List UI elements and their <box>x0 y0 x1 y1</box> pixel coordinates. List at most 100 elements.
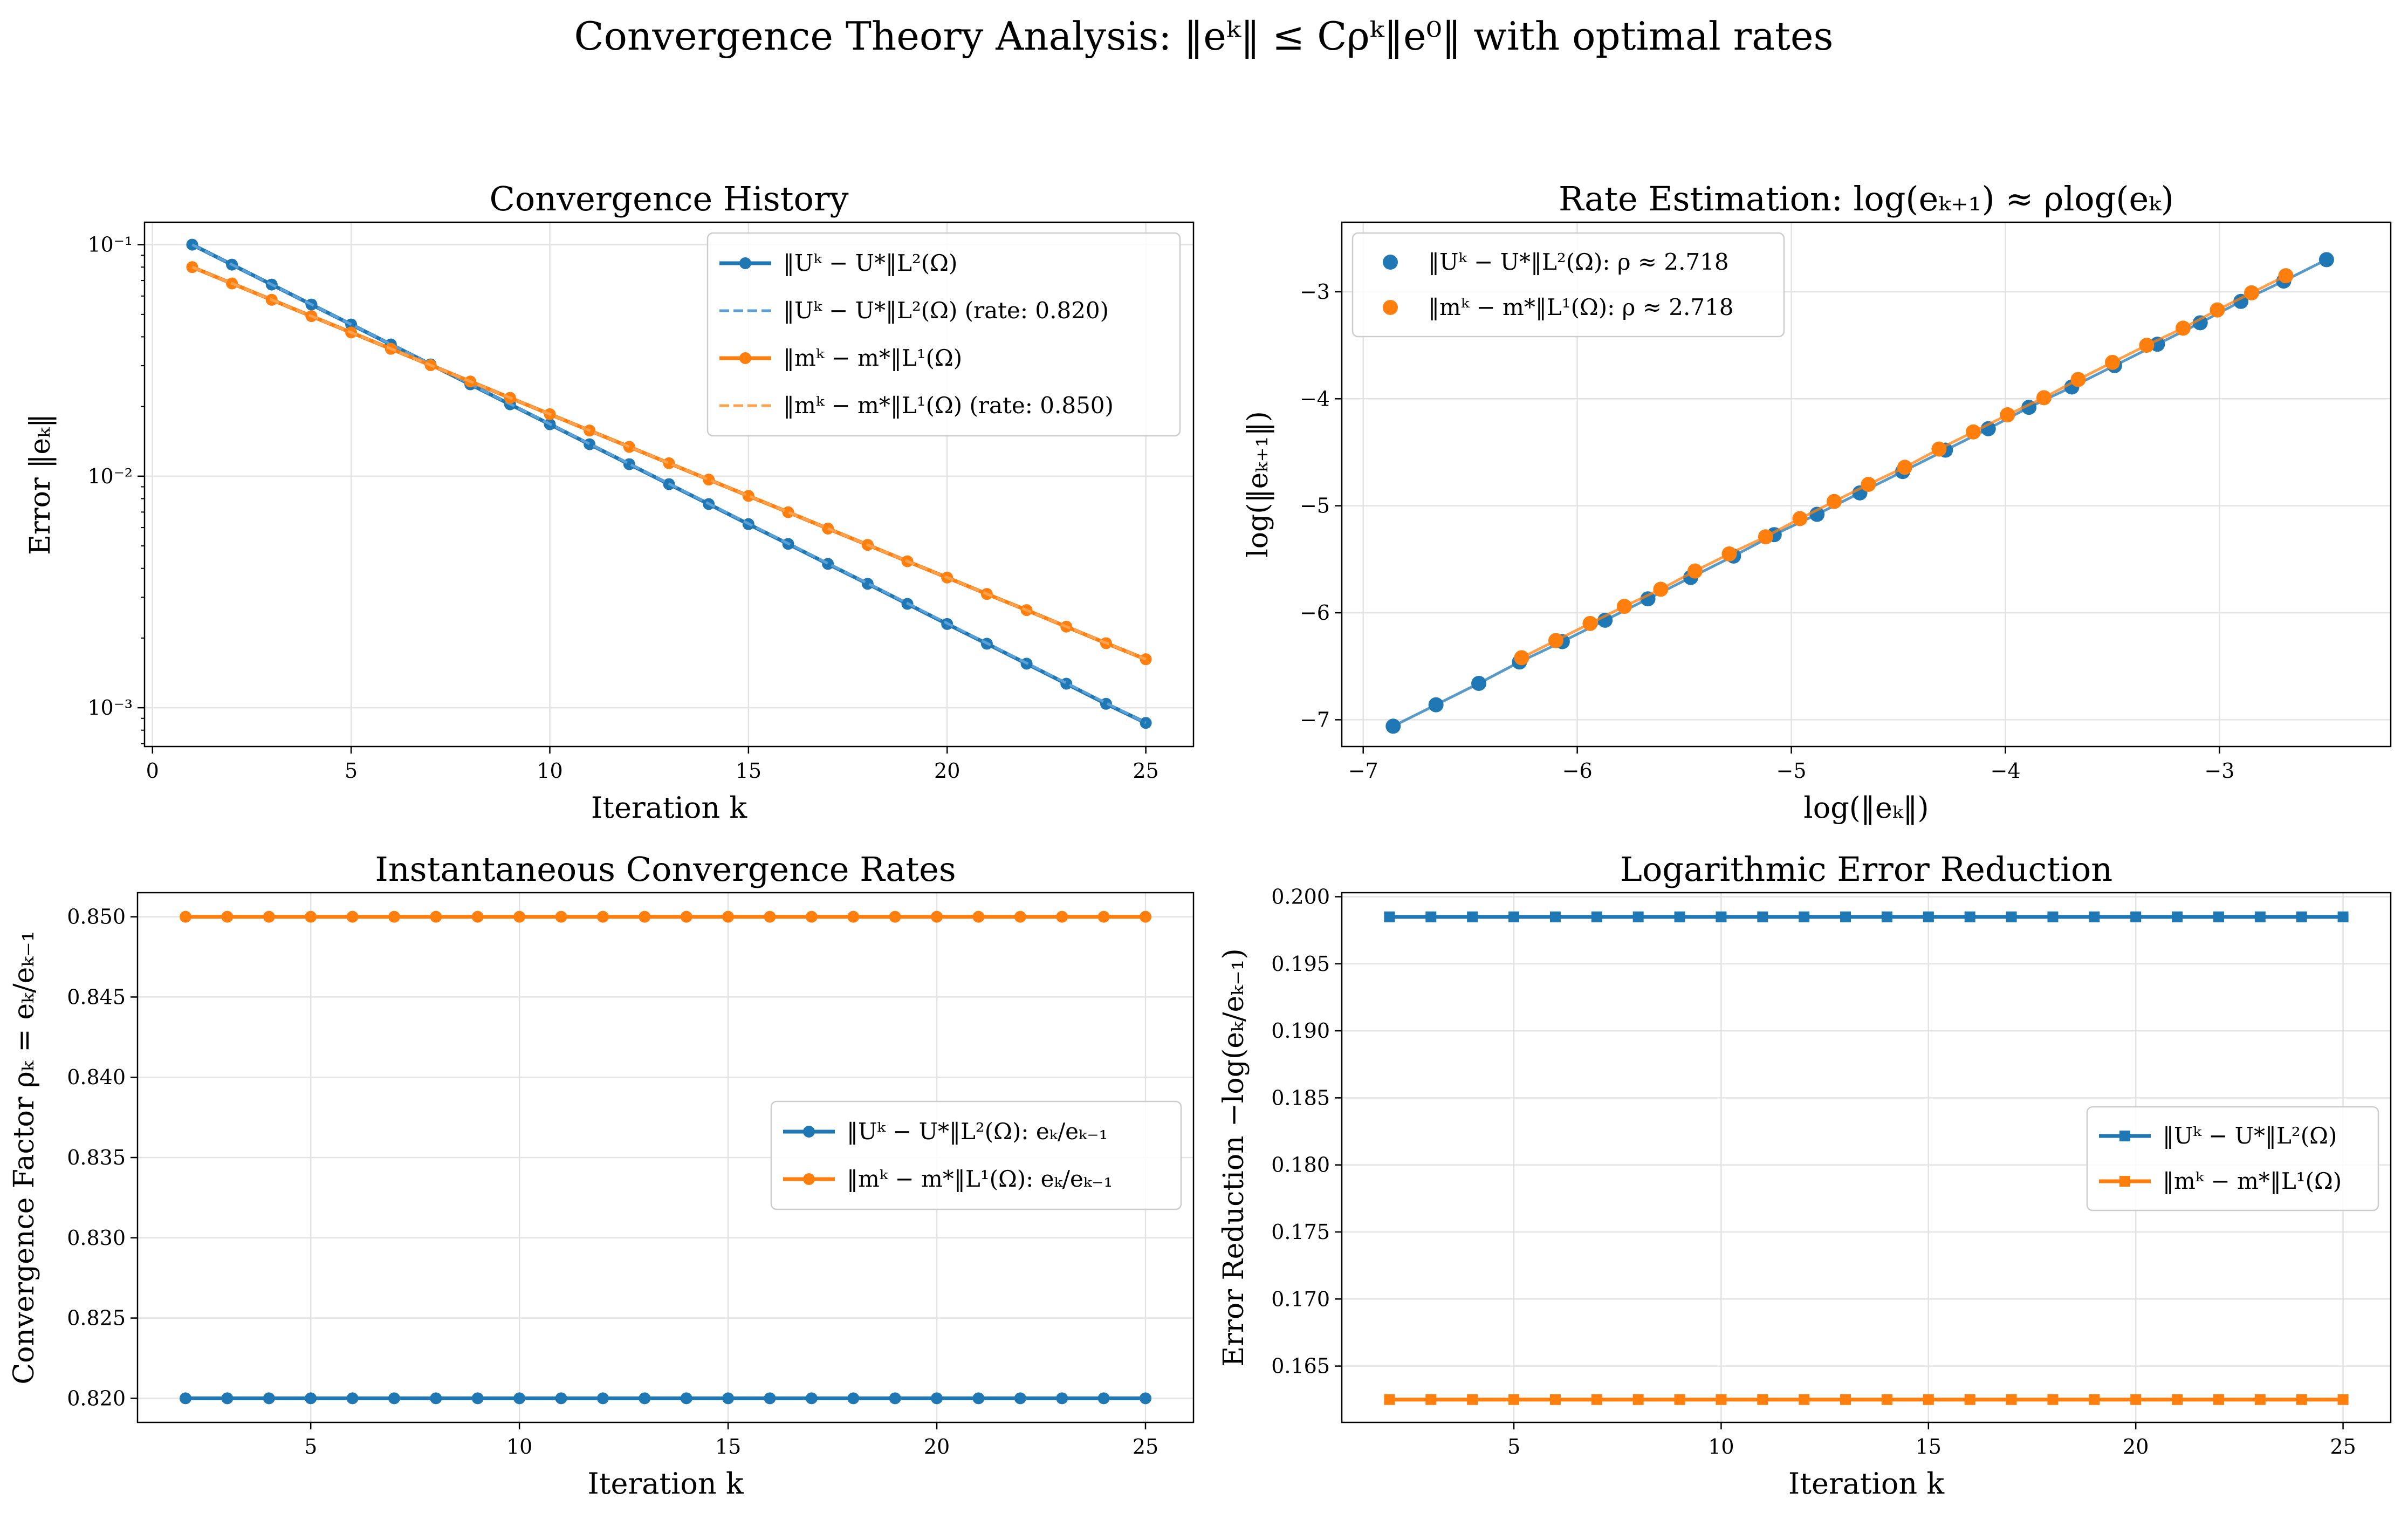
history-x-tick-label: 25 <box>1133 759 1158 783</box>
inst-point <box>430 1392 442 1405</box>
logred-point <box>1716 911 1727 922</box>
inst-y-tick-label: 0.830 <box>67 1226 126 1250</box>
logred-point <box>1632 1394 1644 1405</box>
logred-y-axis-label: Error Reduction −log(eₖ/eₖ₋₁) <box>1218 948 1250 1367</box>
logred-y-tick-label: 0.170 <box>1271 1287 1330 1311</box>
inst-point <box>555 1392 567 1405</box>
inst-point <box>972 1392 985 1405</box>
rate-point <box>2192 315 2208 331</box>
rate-point <box>1721 546 1737 562</box>
rate-legend-label: ‖Uᵏ − U*‖L²(Ω): ρ ≈ 2.718 <box>1428 249 1729 275</box>
logred-legend: ‖Uᵏ − U*‖L²(Ω) ‖mᵏ − m*‖L¹(Ω) <box>2086 1106 2379 1211</box>
logred-point <box>1508 911 1520 922</box>
inst-point <box>180 910 191 923</box>
inst-x-tick-label: 10 <box>506 1435 532 1459</box>
inst-legend-marker <box>803 1126 815 1138</box>
rate-legend-frame <box>1352 232 1785 338</box>
inst-legend-marker <box>803 1173 815 1185</box>
history-point <box>703 474 715 486</box>
rate-x-tick-label: −6 <box>1562 759 1593 783</box>
rate-point <box>2244 285 2259 300</box>
history-point <box>861 578 874 590</box>
rate-y-tick-label: −4 <box>1300 387 1330 410</box>
logred-point <box>1674 1394 1685 1405</box>
logred-legend-marker <box>2119 1176 2130 1187</box>
history-x-tick-label: 10 <box>537 759 562 783</box>
logred-series-1 <box>1384 1394 2349 1405</box>
rate-axes-frame <box>1341 221 2392 748</box>
rate-point <box>2139 338 2155 353</box>
history-series-3 <box>191 265 1147 661</box>
logred-legend-frame <box>2086 1106 2379 1211</box>
inst-title: Instantaneous Convergence Rates <box>375 850 956 889</box>
history-legend-label: ‖mᵏ − m*‖L¹(Ω) <box>783 345 962 371</box>
rate-point <box>2278 268 2294 284</box>
rate-point <box>1548 633 1563 648</box>
logred-point <box>2213 1394 2224 1405</box>
logred-point <box>1840 911 1851 922</box>
inst-point <box>596 910 609 923</box>
inst-x-tick-label: 15 <box>715 1435 741 1459</box>
inst-y-tick-label: 0.840 <box>67 1065 126 1089</box>
rate-y-tick-label: −5 <box>1300 494 1330 518</box>
rate-point <box>2318 252 2334 268</box>
history-legend-entry: ‖Uᵏ − U*‖L²(Ω) (rate: 0.820) <box>719 297 1109 324</box>
inst-x-tick-label: 25 <box>1133 1435 1158 1459</box>
inst-point <box>680 1392 692 1405</box>
logred-legend-marker <box>2119 1131 2130 1141</box>
inst-point <box>847 910 860 923</box>
inst-legend-frame <box>770 1100 1182 1210</box>
inst-point <box>388 1392 400 1405</box>
logred-point <box>1674 911 1685 922</box>
rate-point <box>1514 650 1529 666</box>
history-legend-entry: ‖Uᵏ − U*‖L²(Ω) <box>719 250 957 276</box>
rate-x-tick-label: −3 <box>2204 759 2234 783</box>
inst-y-tick-label: 0.845 <box>67 985 126 1009</box>
inst-point <box>430 910 442 923</box>
rate-point <box>2036 390 2052 406</box>
logred-point <box>1964 911 1975 922</box>
logred-x-tick-label: 15 <box>1916 1435 1942 1459</box>
history-legend-label: ‖mᵏ − m*‖L¹(Ω) (rate: 0.850) <box>783 392 1114 419</box>
history-point <box>782 506 794 518</box>
rate-point <box>2210 302 2225 318</box>
rate-legend-entry: ‖mᵏ − m*‖L¹(Ω): ρ ≈ 2.718 <box>1383 294 1734 320</box>
rate-x-axis-label: log(‖eₖ‖) <box>1803 791 1929 825</box>
inst-y-tick-label: 0.825 <box>67 1306 126 1330</box>
logred-point <box>2172 911 2183 922</box>
rate-point <box>1471 675 1487 691</box>
logred-point <box>2296 911 2307 922</box>
logred-point <box>2172 1394 2183 1405</box>
inst-legend-label: ‖mᵏ − m*‖L¹(Ω): eₖ/eₖ₋₁ <box>847 1166 1113 1192</box>
history-legend-marker <box>739 257 751 269</box>
logred-legend-entry: ‖Uᵏ − U*‖L²(Ω) <box>2099 1122 2337 1149</box>
inst-x-tick-label: 5 <box>304 1435 317 1459</box>
rate-legend-label: ‖mᵏ − m*‖L¹(Ω): ρ ≈ 2.718 <box>1428 294 1734 320</box>
inst-point <box>1097 1392 1110 1405</box>
logred-axes-frame <box>1341 892 2392 1423</box>
history-point <box>623 458 635 470</box>
inst-series-0 <box>180 1392 1151 1405</box>
inst-y-tick-label: 0.835 <box>67 1146 126 1169</box>
logred-point <box>1840 1394 1851 1405</box>
inst-point <box>764 910 776 923</box>
logred-point <box>1923 911 1934 922</box>
rate-point <box>1826 494 1842 509</box>
history-point <box>623 441 635 453</box>
history-point <box>742 490 754 502</box>
history-y-tick-label: 10⁻¹ <box>87 233 133 257</box>
convergence-history-chart: 0 5 10 15 20 25 10⁻³ 10⁻² 10⁻¹ Convergence Histor… <box>24 179 1195 825</box>
logred-y-tick-label: 0.185 <box>1271 1086 1330 1110</box>
rate-point <box>1897 460 1912 475</box>
rate-point <box>1582 615 1598 631</box>
logred-x-tick-label: 25 <box>2330 1435 2356 1459</box>
inst-point <box>221 1392 234 1405</box>
logred-legend-entry: ‖mᵏ − m*‖L¹(Ω) <box>2099 1168 2342 1194</box>
inst-point <box>1140 910 1151 923</box>
rate-legend: ‖Uᵏ − U*‖L²(Ω): ρ ≈ 2.718 ‖mᵏ − m*‖L¹(Ω):… <box>1352 232 1785 338</box>
inst-x-tick-label: 20 <box>924 1435 950 1459</box>
inst-series-1 <box>180 910 1151 923</box>
log-error-reduction-chart: 5 10 15 20 25 0.165 0.170 0.175 0.180 0.185 0.190 0… <box>1218 850 2392 1501</box>
inst-point <box>931 1392 943 1405</box>
